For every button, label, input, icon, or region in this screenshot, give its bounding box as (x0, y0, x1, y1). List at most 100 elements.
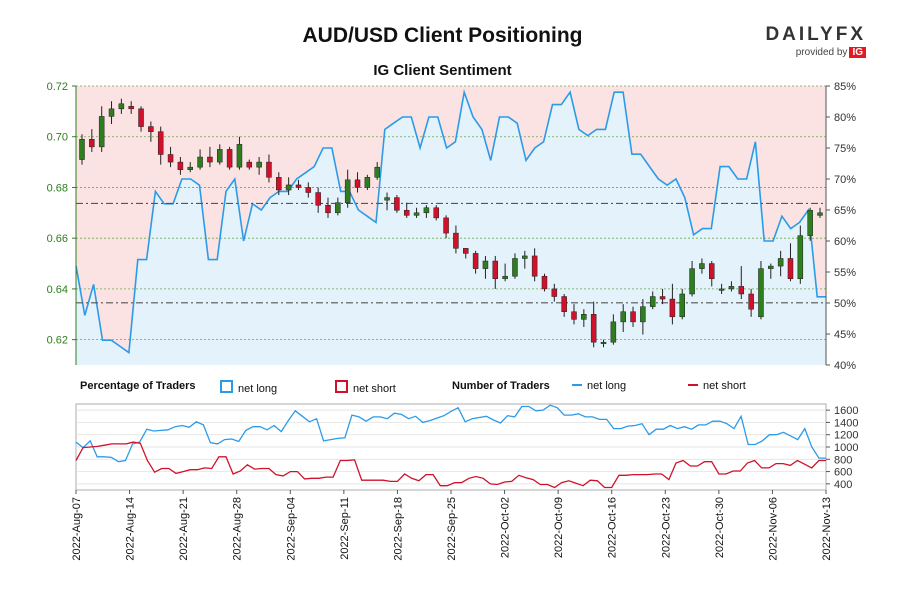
price-tick-label: 0.62 (47, 335, 68, 347)
candle-body (167, 154, 174, 163)
candle-body (561, 296, 567, 312)
price-tick-label: 0.72 (47, 81, 68, 93)
candle-body (689, 268, 695, 295)
candle-body (620, 311, 626, 323)
candle-body (581, 314, 587, 320)
date-tick-label: 2022-Aug-07 (71, 497, 83, 561)
date-tick-label: 2022-Aug-28 (232, 497, 244, 561)
pct-tick-label: 80% (834, 112, 856, 124)
legend-num-short-line-icon (688, 384, 698, 386)
candle-body (630, 311, 636, 323)
traders-tick-label: 1200 (834, 430, 858, 442)
price-tick-label: 0.66 (47, 233, 68, 245)
date-tick-label: 2022-Oct-23 (660, 497, 672, 558)
candle-body (669, 298, 676, 318)
price-tick-label: 0.64 (47, 284, 68, 296)
candle-body (728, 286, 735, 290)
candle-body (344, 179, 351, 203)
legend-number-title: Number of Traders (452, 380, 550, 392)
candle-body (610, 321, 617, 343)
candle-body (649, 296, 656, 307)
candle-body (394, 197, 400, 211)
candle-body (374, 166, 380, 178)
candle-body (541, 275, 548, 290)
date-tick-label: 2022-Oct-09 (553, 497, 565, 558)
candle-body (453, 232, 459, 249)
candle-body (718, 288, 725, 291)
legend-num-long: net long (572, 380, 626, 392)
candle-body (590, 314, 597, 343)
traders-tick-label: 1000 (834, 442, 858, 454)
candle-body (305, 187, 312, 193)
date-tick-label: 2022-Sep-25 (446, 497, 458, 561)
date-tick-label: 2022-Oct-30 (714, 497, 726, 558)
date-tick-label: 2022-Aug-21 (178, 497, 190, 561)
candle-body (758, 268, 764, 318)
candle-body (266, 161, 272, 178)
candle-body (600, 341, 607, 344)
candle-body (679, 293, 685, 318)
date-tick-label: 2022-Sep-04 (285, 497, 297, 561)
traders-tick-label: 800 (834, 454, 852, 466)
candle-body (79, 139, 85, 160)
candle-body (797, 235, 804, 280)
long-area-fill (76, 92, 826, 365)
candle-body (817, 212, 823, 216)
logo-word: DAILYFX (765, 24, 866, 45)
candle-body (285, 184, 292, 191)
pct-tick-label: 65% (834, 205, 856, 217)
candle-body (482, 260, 489, 269)
candle-body (138, 108, 144, 127)
candle-body (709, 263, 715, 280)
logo-subtitle: provided by IG (765, 47, 866, 58)
candle-body (748, 293, 754, 310)
candle-body (325, 204, 331, 214)
candle-body (502, 275, 508, 280)
date-tick-label: 2022-Oct-16 (607, 497, 619, 558)
candle-body (226, 149, 233, 168)
traders-long-line (75, 404, 826, 463)
candle-body (551, 288, 558, 297)
candle-body (571, 311, 577, 320)
candle-body (640, 306, 646, 323)
pct-tick-label: 85% (834, 81, 856, 93)
candle-body (108, 108, 115, 117)
candle-body (207, 156, 213, 163)
date-tick-label: 2022-Aug-14 (125, 497, 137, 561)
date-tick-label: 2022-Nov-06 (767, 497, 779, 561)
candle-body (128, 106, 134, 110)
candle-body (217, 149, 223, 163)
price-tick-label: 0.70 (47, 132, 68, 144)
pct-tick-label: 50% (834, 298, 856, 310)
candle-body (364, 177, 371, 188)
candle-body (787, 258, 794, 280)
price-tick-label: 0.68 (47, 182, 68, 194)
candle-body (403, 210, 410, 216)
candle-body (522, 255, 528, 259)
candle-body (463, 248, 469, 254)
candle-body (354, 179, 361, 188)
legend-num-short: net short (688, 380, 746, 392)
candle-body (807, 210, 813, 236)
date-tick-label: 2022-Oct-02 (500, 497, 512, 558)
traders-tick-label: 1600 (834, 405, 858, 417)
candle-body (89, 139, 95, 148)
date-tick-label: 2022-Nov-13 (821, 497, 833, 561)
candle-body (236, 144, 243, 168)
candle-body (384, 197, 390, 201)
candle-body (423, 207, 430, 214)
legend-pct-long: net long (220, 380, 277, 395)
legend-num-long-line-icon (572, 384, 582, 386)
pct-tick-label: 55% (834, 267, 856, 279)
candle-body (315, 192, 321, 206)
candle-body (472, 253, 479, 269)
candle-body (512, 258, 518, 277)
chart-title: AUD/USD Client Positioning (302, 24, 583, 47)
candle-body (187, 166, 193, 170)
candle-body (777, 258, 784, 267)
date-tick-label: 2022-Sep-11 (339, 497, 351, 560)
date-tick-label: 2022-Sep-18 (392, 497, 404, 561)
candle-body (177, 161, 184, 170)
pct-tick-label: 60% (834, 236, 856, 248)
ig-logo-icon: IG (849, 47, 866, 58)
